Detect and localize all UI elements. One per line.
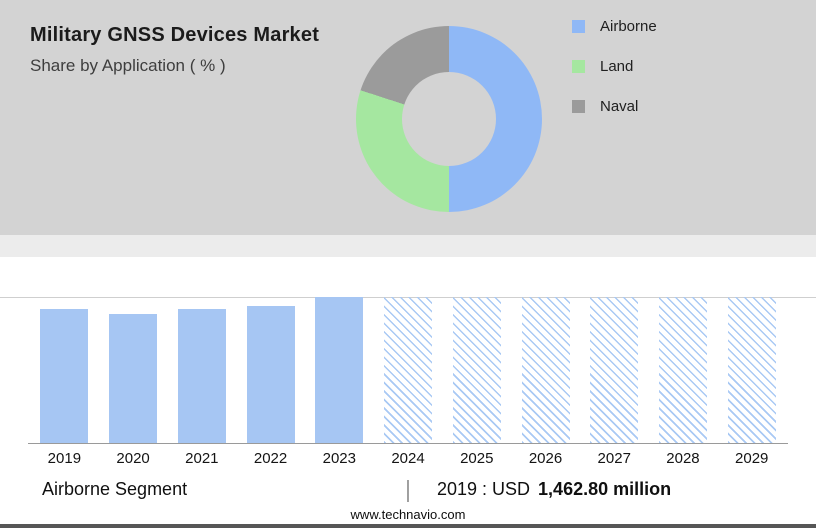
donut-chart-wrap — [356, 26, 542, 212]
bar-column — [30, 297, 99, 443]
bar-2029 — [727, 297, 776, 443]
bar-column — [442, 297, 511, 443]
footer-separator: | — [405, 476, 411, 502]
bar-column — [717, 297, 786, 443]
page-subtitle: Share by Application ( % ) — [30, 56, 226, 75]
x-tick-2027: 2027 — [597, 450, 631, 467]
footer: Airborne Segment | 2019 : USD 1,462.80 m… — [0, 478, 816, 501]
bar-2023 — [315, 297, 364, 443]
x-tick-2028: 2028 — [666, 450, 700, 467]
stat-prefix: 2019 : USD — [436, 479, 531, 499]
bar-2024 — [384, 297, 433, 443]
bar-2020 — [109, 313, 158, 443]
bottom-strip — [0, 524, 816, 528]
bar-plot — [30, 297, 786, 443]
x-tick-2021: 2021 — [185, 450, 219, 467]
bar-2025 — [452, 297, 501, 443]
bar-column — [649, 297, 718, 443]
bar-column — [305, 297, 374, 443]
x-tick-2025: 2025 — [460, 450, 494, 467]
section-divider-band — [0, 235, 816, 257]
x-axis-labels: 2019 2020 2021 2022 2023 2024 2025 2026 2027 2028… — [30, 450, 786, 467]
bar-column — [236, 297, 305, 443]
legend-swatch — [572, 60, 585, 73]
x-tick-2020: 2020 — [116, 450, 150, 467]
legend-item-airborne: Airborne — [572, 18, 657, 35]
bar-2028 — [658, 297, 707, 443]
segment-label: Airborne Segment — [42, 479, 188, 499]
x-tick-2026: 2026 — [528, 450, 563, 467]
x-tick-2019: 2019 — [47, 450, 82, 467]
bar-2021 — [177, 308, 226, 443]
legend-label: Naval — [600, 98, 639, 115]
header: Military GNSS Devices Market Share by Ap… — [30, 24, 319, 76]
legend: Airborne Land Naval — [572, 18, 657, 138]
bar-column — [374, 297, 443, 443]
legend-item-naval: Naval — [572, 98, 657, 115]
legend-item-land: Land — [572, 58, 657, 75]
legend-swatch — [572, 100, 585, 113]
x-tick-2023: 2023 — [322, 450, 356, 467]
x-axis-line — [28, 443, 788, 444]
page-title: Military GNSS Devices Market — [30, 24, 320, 46]
bar-column — [99, 297, 168, 443]
website-link[interactable]: www.technavio.com — [350, 507, 466, 522]
x-tick-2024: 2024 — [391, 450, 425, 467]
legend-label: Land — [600, 58, 634, 75]
bar-column — [511, 297, 580, 443]
top-panel: Military GNSS Devices Market Share by Ap… — [0, 0, 816, 235]
legend-label: Airborne — [600, 18, 657, 35]
stat: 2019 : USD 1,462.80 million — [437, 479, 816, 500]
bar-column — [580, 297, 649, 443]
stat-value: 1,462.80 million — [538, 479, 672, 499]
x-tick-2029: 2029 — [735, 450, 769, 467]
bar-2027 — [590, 297, 639, 443]
donut-hole — [402, 72, 496, 166]
bar-2026 — [521, 297, 570, 443]
bar-2019 — [40, 309, 89, 443]
legend-swatch — [572, 20, 585, 33]
bar-column — [167, 297, 236, 443]
bar-2022 — [246, 306, 295, 443]
x-tick-2022: 2022 — [253, 450, 288, 467]
